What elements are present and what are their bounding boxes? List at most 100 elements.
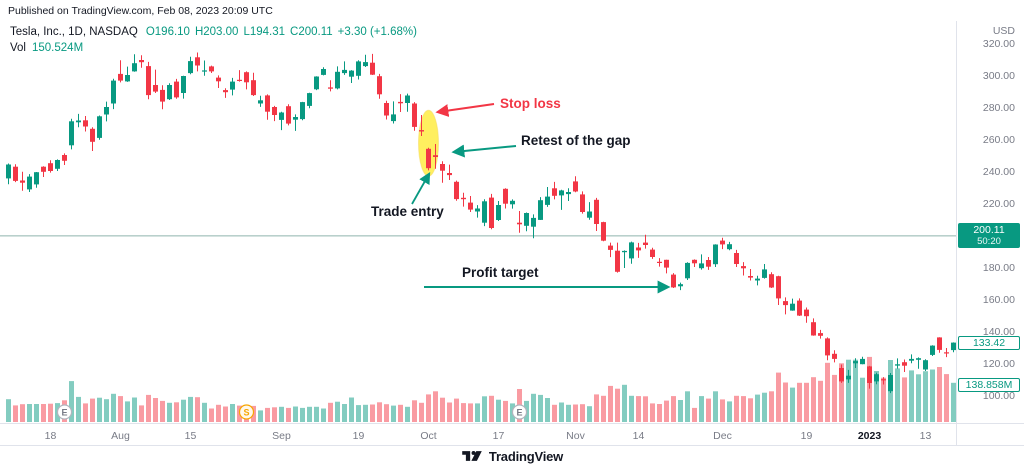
candle-body — [125, 75, 130, 82]
volume-bar — [20, 404, 25, 422]
candle-body — [216, 77, 221, 82]
candle — [902, 359, 907, 422]
time-axis[interactable]: 18 Aug 15 Sep 19 Oct 17 Nov 14 Dec 19 2023 13 — [0, 423, 956, 445]
volume-bar — [615, 388, 620, 422]
volume-bar — [468, 403, 473, 422]
candle-body — [188, 61, 193, 74]
candle — [384, 100, 389, 422]
volume-bar — [496, 399, 501, 422]
candle-body — [293, 117, 298, 120]
candle — [594, 197, 599, 422]
candle-body — [531, 217, 536, 227]
time-tick-label: 18 — [44, 430, 57, 442]
candle-body — [874, 374, 879, 382]
time-tick-label: 2023 — [857, 430, 882, 442]
candle-body — [811, 322, 816, 336]
candle — [174, 78, 179, 422]
candle-body — [755, 278, 760, 281]
candle — [839, 363, 844, 422]
volume-bar — [188, 396, 193, 422]
volume-bar — [923, 371, 928, 422]
volume-bar — [692, 407, 697, 422]
price-axis[interactable]: USD 320.00 300.00 280.00 260.00 240.00 220.00… — [956, 21, 1024, 445]
candle-body — [909, 358, 914, 361]
volume-bar — [41, 404, 46, 422]
candle — [398, 94, 403, 422]
candle — [944, 348, 949, 422]
volume-bar — [454, 398, 459, 422]
candle-body — [230, 81, 235, 90]
candle-body — [566, 192, 571, 195]
volume-bar — [167, 402, 172, 422]
candle-body — [335, 71, 340, 89]
candle-body — [286, 106, 291, 124]
volume-bar — [13, 405, 18, 422]
volume-bar — [307, 406, 312, 422]
volume-bar — [951, 382, 956, 422]
tradingview-brand[interactable]: TradingView — [488, 448, 564, 464]
volume-bar — [447, 402, 452, 422]
volume-bar — [419, 402, 424, 422]
volume-bar — [566, 404, 571, 422]
candle — [874, 371, 879, 422]
candle-body — [104, 107, 109, 115]
tradingview-logo-icon[interactable] — [461, 448, 483, 464]
candle — [860, 356, 865, 422]
candle — [97, 115, 102, 422]
volume-bar — [713, 391, 718, 422]
volume-bar — [258, 410, 263, 422]
candle — [447, 164, 452, 422]
candle-body — [398, 101, 403, 104]
candle — [20, 171, 25, 422]
volume-bar — [174, 402, 179, 422]
candle-body — [34, 172, 39, 185]
candle-body — [440, 164, 445, 171]
candle-body — [489, 197, 494, 228]
candle — [300, 101, 305, 422]
candle — [370, 53, 375, 422]
candle — [482, 199, 487, 422]
candle — [881, 377, 886, 422]
volume-bar — [202, 402, 207, 422]
candle — [223, 88, 228, 422]
candle — [678, 282, 683, 422]
candle-body — [860, 358, 865, 365]
candle-body — [517, 222, 522, 225]
candle-body — [643, 242, 648, 245]
volume-bar — [482, 396, 487, 422]
price-axis-separator — [956, 21, 957, 445]
candle-body — [923, 360, 928, 370]
volume-bar — [440, 397, 445, 422]
candle — [440, 161, 445, 422]
candle-body — [741, 266, 746, 269]
candle — [167, 83, 172, 422]
candle-body — [944, 352, 949, 354]
candle — [489, 193, 494, 422]
candle — [587, 202, 592, 422]
volume-bar — [720, 399, 725, 422]
candle — [62, 153, 67, 422]
price-tick-label: 120.00 — [982, 357, 1015, 370]
candle-body — [244, 72, 249, 83]
candle-body — [111, 80, 116, 104]
volume-bar — [160, 400, 165, 422]
candle — [258, 95, 263, 422]
candle — [146, 61, 151, 422]
candle — [314, 76, 319, 422]
candle-body — [475, 208, 480, 212]
candle-body — [510, 200, 515, 205]
volume-bar — [384, 404, 389, 422]
volume-bar — [531, 393, 536, 422]
time-tick-label: 15 — [184, 430, 197, 442]
candle — [937, 337, 942, 422]
volume-bar — [195, 397, 200, 422]
volume-bar — [321, 408, 326, 422]
candle-body — [573, 181, 578, 192]
volume-bar — [209, 408, 214, 422]
symbol-legend: Tesla, Inc., 1D, NASDAQ O196.10 H203.00 L19… — [10, 25, 417, 55]
candle — [790, 298, 795, 422]
volume-bar — [601, 395, 606, 422]
candle-body — [27, 176, 32, 190]
candle — [27, 174, 32, 422]
